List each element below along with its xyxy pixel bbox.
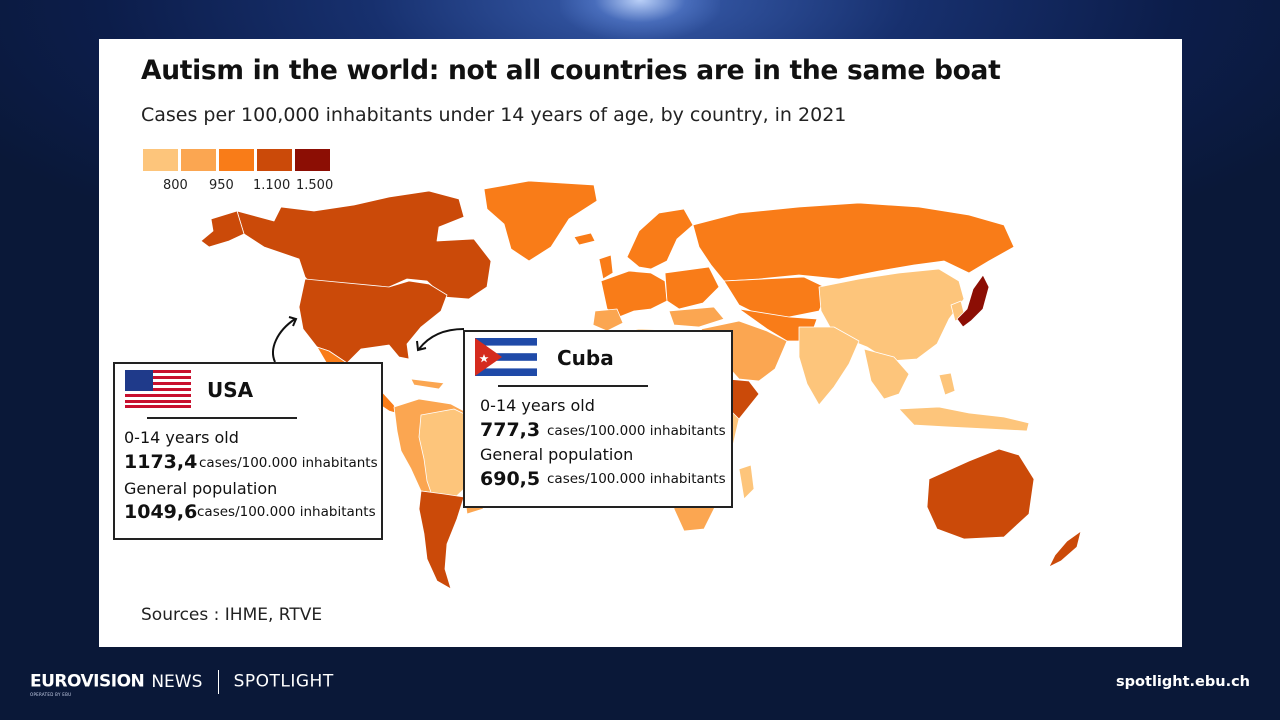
usa-age-value: 1173,4 [124, 451, 198, 473]
canada-region [236, 190, 492, 300]
iberia-region [592, 308, 624, 332]
brand-spotlight: SPOTLIGHT [233, 671, 334, 692]
top-glow [560, 0, 720, 40]
usa-general-label: General population [124, 479, 278, 498]
brand-separator [217, 670, 219, 694]
brand-news: NEWS [151, 671, 203, 692]
usa-arrow-head [288, 316, 298, 327]
footer-bar: EUROVISION NEWS SPOTLIGHT OPERATED BY EB… [0, 660, 1280, 720]
legend-swatch-2 [181, 149, 216, 171]
usa-country-name: USA [207, 378, 254, 402]
eastern-europe-region [664, 266, 720, 310]
usa-callout: USA 0-14 years old 1173,4 cases/100.000 … [113, 362, 383, 540]
legend-label-800: 800 [163, 178, 188, 193]
uk-region [598, 254, 614, 280]
usa-flag-icon [125, 370, 191, 408]
australia-region [926, 448, 1035, 540]
site-url[interactable]: spotlight.ebu.ch [1116, 674, 1250, 690]
legend-swatch-1 [143, 149, 178, 171]
legend-swatch-3 [219, 149, 254, 171]
cuba-general-label: General population [480, 445, 634, 464]
philippines-region [938, 372, 956, 396]
cuba-divider [498, 385, 648, 387]
madagascar-region [738, 464, 755, 500]
scandinavia-region [626, 208, 694, 270]
turkey-region [668, 306, 725, 328]
central-asia-region [723, 276, 830, 318]
alaska-region [200, 210, 245, 248]
cuba-age-value: 777,3 [480, 419, 541, 441]
cuba-general-value: 690,5 [480, 468, 541, 490]
usa-region [298, 278, 448, 364]
southern-cone-region [418, 490, 465, 590]
brand-vision: VISION [80, 671, 145, 692]
legend-swatch-4 [257, 149, 292, 171]
chart-subtitle: Cases per 100,000 inhabitants under 14 y… [141, 104, 847, 126]
operated-by-ebu: OPERATED BY EBU [30, 692, 72, 697]
cuba-arrow-head [416, 340, 427, 352]
legend-label-1500: 1.500 [296, 178, 334, 193]
usa-age-label: 0-14 years old [124, 428, 239, 447]
cuba-general-unit: cases/100.000 inhabitants [547, 471, 726, 487]
chart-title: Autism in the world: not all countries a… [141, 55, 1001, 86]
cuba-arrow [418, 328, 465, 350]
usa-arrow [272, 318, 296, 363]
brand-euro: EURO [30, 671, 81, 692]
caribbean-region [410, 378, 445, 390]
new-zealand-region [1048, 530, 1082, 568]
legend-label-1100: 1.100 [253, 178, 291, 193]
japan-region [956, 274, 990, 328]
sources-note: Sources : IHME, RTVE [141, 605, 323, 625]
cuba-flag-icon [475, 338, 537, 376]
eurovision-news-logo: EUROVISION NEWS SPOTLIGHT [30, 670, 334, 694]
indonesia-region [898, 406, 1030, 432]
cuba-callout: Cuba 0-14 years old 777,3 cases/100.000 … [463, 330, 733, 508]
usa-general-unit: cases/100.000 inhabitants [197, 504, 376, 520]
india-region [798, 326, 860, 406]
usa-general-value: 1049,6 [124, 501, 198, 523]
usa-age-unit: cases/100.000 inhabitants [199, 455, 378, 471]
cuba-age-unit: cases/100.000 inhabitants [547, 423, 726, 439]
usa-divider [147, 417, 297, 419]
cuba-country-name: Cuba [557, 346, 614, 370]
southeast-asia-region [863, 348, 910, 400]
greenland-region [483, 180, 598, 262]
cuba-age-label: 0-14 years old [480, 396, 595, 415]
legend-label-950: 950 [209, 178, 234, 193]
iceland-region [573, 232, 596, 246]
legend-swatch-5 [295, 149, 330, 171]
russia-region [692, 202, 1015, 282]
